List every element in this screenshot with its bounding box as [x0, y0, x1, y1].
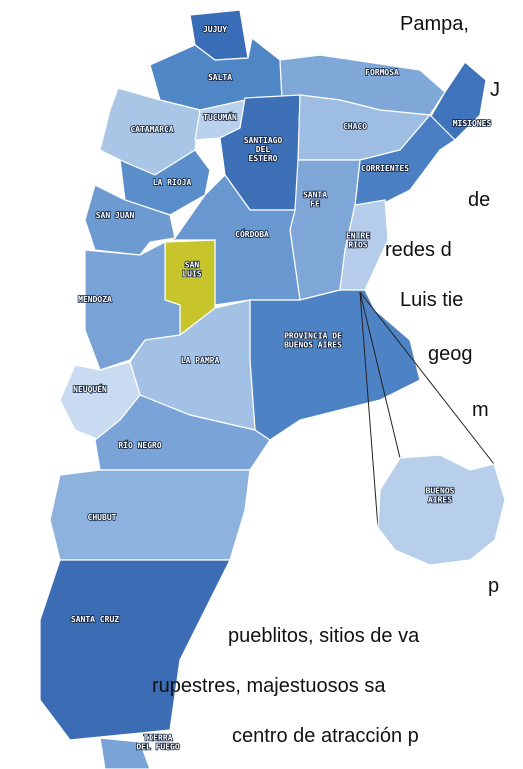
- label-line: MISIONES: [453, 119, 492, 128]
- province: [40, 560, 230, 740]
- label-line: TIERRA: [144, 734, 173, 743]
- province-label: RÍO NEGRO: [118, 439, 162, 450]
- label-line: LUIS: [182, 270, 201, 279]
- province: [250, 290, 420, 440]
- province-label: NEUQUÉN: [73, 383, 107, 394]
- text-line: pueblitos, sitios de va: [228, 625, 420, 647]
- text-line: m: [472, 399, 489, 421]
- label-line: LA RIOJA: [153, 178, 192, 187]
- label-line: DEL: [256, 145, 271, 154]
- province-label: CHUBUT: [88, 513, 117, 522]
- province-label: TUCUMÁN: [203, 111, 237, 122]
- label-line: NEUQUÉN: [73, 383, 107, 394]
- province-label: MENDOZA: [78, 295, 112, 304]
- label-line: SAN JUAN: [96, 211, 135, 220]
- label-line: SANTA CRUZ: [71, 615, 119, 624]
- province-label: SANTA CRUZ: [71, 615, 119, 624]
- label-line: CÓRDOBA: [235, 228, 269, 239]
- province-label: FORMOSA: [365, 68, 399, 77]
- label-line: JUJUY: [203, 25, 227, 34]
- label-line: CORRIENTES: [361, 164, 409, 173]
- label-line: CATAMARCA: [130, 125, 174, 134]
- text-line: redes d: [385, 239, 452, 261]
- label-line: ENTRE: [346, 232, 370, 241]
- label-line: TUCUMÁN: [203, 111, 237, 122]
- label-line: MENDOZA: [78, 295, 112, 304]
- province-label: CÓRDOBA: [235, 228, 269, 239]
- label-line: SANTIAGO: [244, 136, 283, 145]
- label-line: BUENOS AIRES: [284, 341, 342, 350]
- province-label: LA RIOJA: [153, 178, 192, 187]
- province-label: CORRIENTES: [361, 164, 409, 173]
- label-line: FE: [310, 200, 320, 209]
- label-line: LA PAMPA: [181, 356, 220, 365]
- province-label: JUJUY: [203, 25, 227, 34]
- text-line: Pampa,: [400, 13, 469, 35]
- map: JUJUY SALTA FORMOSA MISIONES CATAMARCA TUCUMÁ…: [40, 10, 491, 769]
- label-line: SALTA: [208, 73, 232, 82]
- province-label: MISIONES: [453, 119, 492, 128]
- text-line: rupestres, majestuosos sa: [152, 675, 386, 697]
- province-label: LA PAMPA: [181, 356, 220, 365]
- label-line: BUENOS: [426, 487, 455, 496]
- label-line: ESTERO: [249, 154, 278, 163]
- label-line: SANTA: [303, 191, 327, 200]
- text-line: centro de atracción p: [232, 725, 419, 747]
- inset-area: [378, 455, 505, 565]
- label-line: DEL FUEGO: [136, 743, 180, 752]
- province: [50, 470, 250, 560]
- label-line: RIOS: [348, 241, 367, 250]
- text-line: geog: [428, 343, 473, 365]
- text-line: J: [490, 79, 500, 101]
- text-line: Luis tie: [400, 289, 463, 311]
- label-line: PROVINCIA DE: [284, 332, 342, 341]
- text-line: p: [488, 575, 499, 597]
- province-label: CATAMARCA: [130, 125, 174, 134]
- map-page: JUJUY SALTA FORMOSA MISIONES CATAMARCA TUCUMÁ…: [0, 0, 523, 769]
- label-line: AIRES: [428, 496, 452, 505]
- province-label: SAN JUAN: [96, 211, 135, 220]
- label-line: CHACO: [343, 122, 367, 131]
- label-line: RÍO NEGRO: [118, 439, 162, 450]
- province-label: SALTA: [208, 73, 232, 82]
- label-line: FORMOSA: [365, 68, 399, 77]
- text-line: de: [468, 189, 490, 211]
- province-label: CHACO: [343, 122, 367, 131]
- label-line: CHUBUT: [88, 513, 117, 522]
- label-line: SAN: [185, 261, 200, 270]
